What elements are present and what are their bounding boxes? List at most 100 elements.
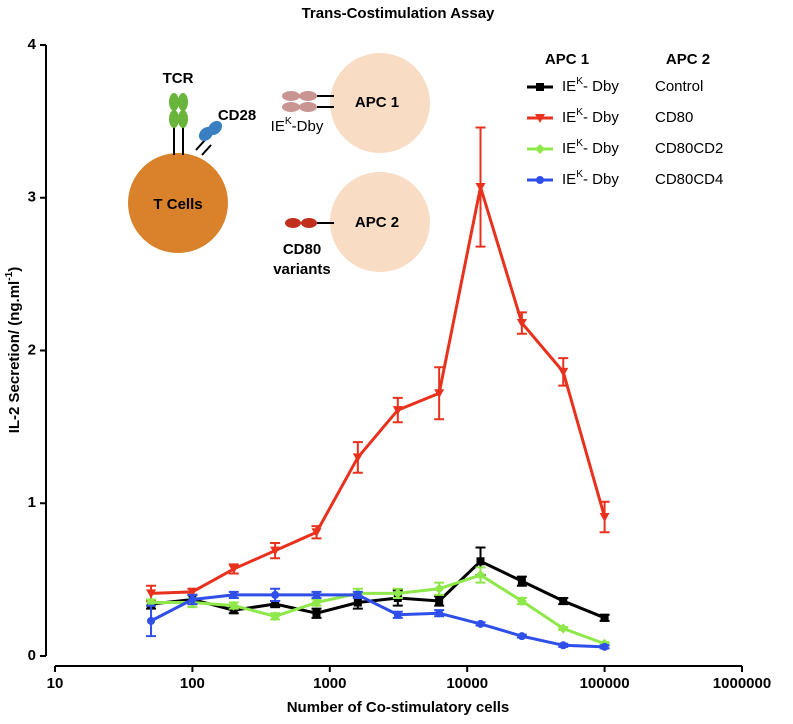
marker: [229, 590, 238, 599]
marker: [536, 83, 544, 91]
marker: [475, 570, 486, 581]
diagram-label: T Cells: [153, 196, 202, 213]
marker: [188, 595, 197, 604]
marker: [434, 389, 445, 399]
text-part: - Dby: [583, 171, 619, 188]
text-part: IE: [562, 171, 576, 188]
superscript: -1: [4, 271, 15, 280]
superscript: K: [576, 107, 583, 118]
marker: [393, 610, 402, 619]
legend-label: CD80CD2: [655, 140, 723, 157]
marker: [535, 114, 545, 123]
marker: [435, 597, 444, 606]
tcr-shape: [169, 110, 179, 128]
series-line: [151, 573, 606, 646]
marker: [517, 632, 526, 641]
diagram-label: CD28: [218, 107, 256, 124]
text-part: IE: [562, 109, 576, 126]
text-part: - Dby: [583, 140, 619, 157]
diagram-label: APC 2: [355, 214, 399, 231]
x-tick-label: 1000: [313, 675, 346, 692]
marker: [147, 616, 156, 625]
mhc-shape: [299, 91, 317, 101]
cd28-stem: [195, 139, 206, 151]
text-part: ): [6, 267, 23, 272]
series-line: [150, 559, 606, 620]
marker: [558, 623, 569, 634]
series-line: [150, 186, 607, 595]
legend-apc1: IEK- Dby: [562, 169, 619, 188]
marker: [146, 589, 157, 599]
mhc-shape: [299, 102, 317, 112]
text-part: - Dby: [583, 78, 619, 95]
legend-apc1: IEK- Dby: [562, 76, 619, 95]
tcr-shape: [178, 110, 188, 128]
y-tick-label: 4: [28, 36, 37, 53]
marker: [271, 600, 280, 609]
marker: [516, 596, 527, 607]
legend-header: APC 1: [545, 51, 589, 68]
marker: [559, 597, 568, 606]
t-cell-shape: [128, 153, 228, 253]
marker: [600, 642, 609, 651]
text-part: IE: [562, 78, 576, 95]
marker: [535, 144, 545, 154]
x-tick-label: 100000: [580, 675, 630, 692]
marker: [312, 609, 321, 618]
y-tick-label: 3: [28, 189, 36, 206]
marker: [353, 598, 362, 607]
marker: [600, 613, 609, 622]
marker: [228, 600, 239, 611]
diagram-label: IEK-Dby: [271, 116, 324, 135]
diagram-label: TCR: [163, 70, 194, 87]
text-part: IE: [562, 140, 576, 157]
text-part: IE: [271, 118, 285, 135]
y-tick-label: 2: [28, 341, 36, 358]
marker: [475, 183, 486, 193]
superscript: K: [576, 138, 583, 149]
marker: [476, 619, 485, 628]
cd28-shape: [207, 120, 223, 136]
y-axis-label: IL-2 Secretion/ (ng.ml-1): [4, 267, 23, 434]
marker: [516, 319, 527, 329]
legend-apc1: IEK- Dby: [562, 107, 619, 126]
apc2-shape: [330, 172, 430, 272]
marker: [517, 577, 526, 586]
marker: [536, 176, 544, 184]
marker: [476, 557, 485, 566]
text-part: -Dby: [292, 118, 324, 135]
legend-apc1: IEK- Dby: [562, 138, 619, 157]
diagram-label: variants: [273, 261, 331, 278]
y-tick-label: 1: [28, 494, 36, 511]
apc1-shape: [330, 53, 430, 153]
legend-label: CD80: [655, 109, 693, 126]
marker: [352, 453, 363, 463]
x-tick-label: 10000: [446, 675, 488, 692]
cd28-stem: [201, 144, 212, 156]
marker: [311, 528, 322, 538]
marker: [599, 512, 610, 522]
superscript: K: [576, 169, 583, 180]
cd80-shape: [301, 218, 317, 228]
text-part: - Dby: [583, 109, 619, 126]
tcr-shape: [169, 93, 179, 111]
marker: [270, 546, 281, 556]
diagram-label: CD80: [283, 241, 321, 258]
mhc-shape: [282, 91, 300, 101]
legend-header: APC 2: [666, 51, 710, 68]
marker: [353, 590, 362, 599]
legend-label: CD80CD4: [655, 171, 723, 188]
mhc-shape: [282, 102, 300, 112]
series-line: [150, 593, 605, 649]
diagram-label: APC 1: [355, 94, 399, 111]
x-axis-label: Number of Co-stimulatory cells: [287, 699, 510, 716]
marker: [559, 641, 568, 650]
marker: [392, 588, 403, 599]
marker: [270, 611, 281, 622]
cd80-shape: [285, 218, 301, 228]
x-tick-label: 1000000: [713, 675, 771, 692]
legend-label: Control: [655, 78, 703, 95]
marker: [558, 367, 569, 377]
marker: [392, 406, 403, 416]
